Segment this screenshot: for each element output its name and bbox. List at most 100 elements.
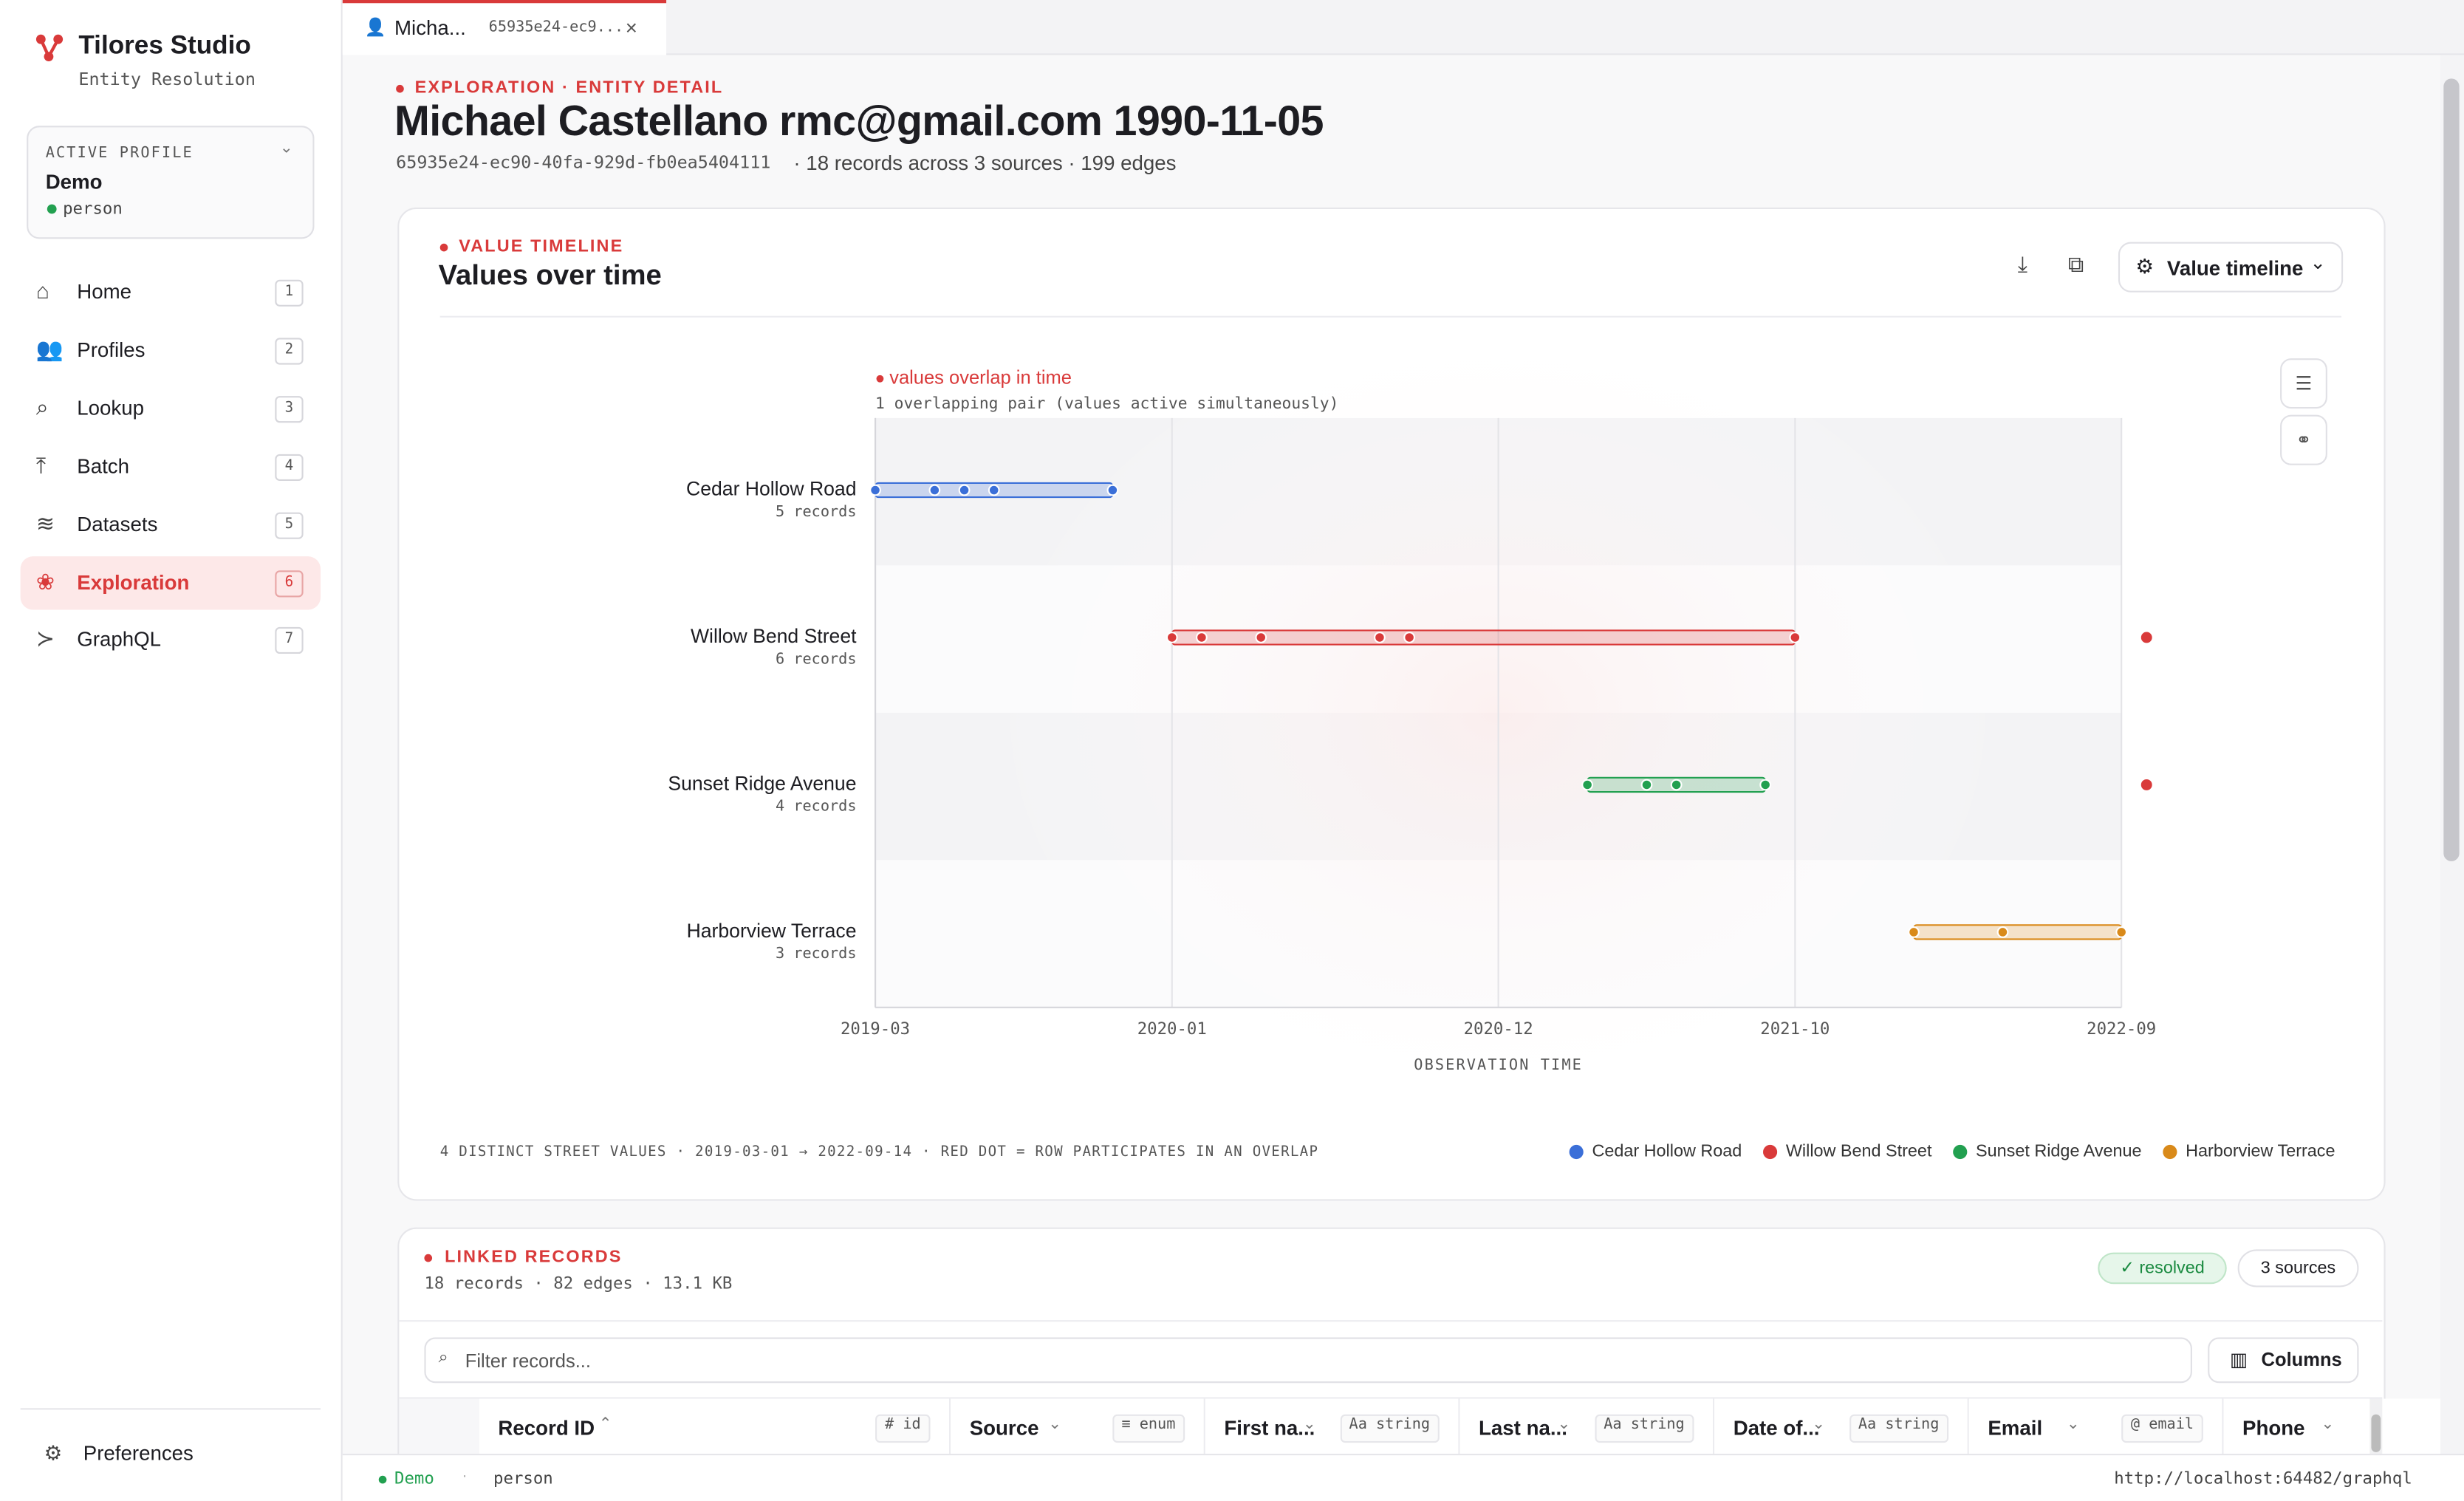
column-header[interactable]: Source ⌄ ≡ enum <box>951 1398 1205 1454</box>
row-sublabel: 6 records <box>776 649 856 667</box>
record-dot <box>1255 632 1267 643</box>
column-header[interactable]: Date of... ⌄ Aa string <box>1714 1398 1969 1454</box>
record-dot <box>928 484 941 496</box>
entity-meta: · 18 records across 3 sources · 199 edge… <box>793 151 1177 175</box>
x-tick-label: 2020-01 <box>1137 1019 1207 1039</box>
prefs-icon: ⚙ <box>44 1440 63 1465</box>
dot <box>439 243 448 252</box>
logo <box>35 34 64 61</box>
nav-key: 6 <box>275 570 304 597</box>
graph-tool[interactable]: ⚭ <box>2280 414 2327 465</box>
dot <box>396 84 404 93</box>
gear: ⚙ <box>2135 254 2155 278</box>
row-sublabel: 5 records <box>776 502 856 520</box>
nav-item[interactable]: ≻ GraphQL 7 <box>21 614 321 667</box>
sidebar: Tilores Studio Entity Resolution ACTIVE … <box>0 0 343 1501</box>
legend-label: Sunset Ridge Avenue <box>1976 1141 2142 1160</box>
overlap-dot <box>876 375 884 383</box>
column-header[interactable]: Last na... ⌄ Aa string <box>1459 1398 1715 1454</box>
record-dot <box>1670 779 1683 791</box>
row-sublabel: 4 records <box>776 797 856 815</box>
thumb <box>2371 1414 2381 1452</box>
column-header[interactable]: Record ID ⌃ # id <box>479 1398 951 1454</box>
nav-key: 2 <box>275 338 304 365</box>
tab[interactable]: 👤 Micha... 65935e24-ec9... × <box>342 0 667 55</box>
column-type: Aa string <box>1339 1414 1440 1443</box>
select-column <box>399 1398 482 1454</box>
nav-key: 7 <box>275 627 304 654</box>
profile-label: ACTIVE PROFILE <box>45 144 194 163</box>
column-name: Record ID <box>498 1415 595 1440</box>
nav-item[interactable]: ⌕ Lookup 3 <box>21 382 321 435</box>
download-button[interactable]: ⤓ <box>2017 251 2027 277</box>
chevron: ⌄ <box>2310 251 2326 274</box>
filter-input[interactable]: ⌕ Filter records... <box>424 1337 2192 1384</box>
row-label: Harborview Terrace <box>687 920 857 942</box>
x-tick-label: 2021-10 <box>1760 1019 1830 1039</box>
nav-label: GraphQL <box>77 627 162 652</box>
overlap-marker <box>2140 779 2152 790</box>
tab-id: 65935e24-ec9... <box>488 18 624 36</box>
profile-card[interactable]: ACTIVE PROFILE ⌄ Demo person <box>27 126 315 239</box>
status-url: http://localhost:64482/graphql <box>2114 1469 2412 1488</box>
sort-icon: ⌄ <box>1812 1415 1825 1434</box>
column-type: Aa string <box>1594 1414 1694 1443</box>
record-dot <box>1759 779 1772 791</box>
copy-button[interactable]: ⧉ <box>2067 251 2084 277</box>
nav-label: Batch <box>77 454 129 478</box>
columns-button[interactable]: ▥ Columns <box>2208 1337 2359 1384</box>
nav-icon: ⌂ <box>35 278 49 304</box>
column-name: First na... <box>1224 1415 1315 1440</box>
scrollbar <box>2440 55 2464 1454</box>
column-header[interactable]: Phone ⌄ <box>2223 1398 2464 1454</box>
record-dot <box>2115 926 2128 938</box>
nav-key: 1 <box>275 279 304 307</box>
divider <box>20 1408 321 1410</box>
column-header[interactable]: Email ⌄ @ email <box>1968 1398 2224 1454</box>
app-title: Tilores Studio <box>78 31 251 60</box>
filter-tool[interactable]: ☰ <box>2280 358 2327 409</box>
nav-item[interactable]: 👥 Profiles 2 <box>21 324 321 377</box>
record-dot <box>1640 779 1653 791</box>
legend-label: Willow Bend Street <box>1786 1141 1932 1160</box>
row-label: Willow Bend Street <box>691 625 857 647</box>
entity-id: 65935e24-ec90-40fa-929d-fb0ea5404111 <box>396 152 771 174</box>
status-dot <box>47 204 57 214</box>
legend-swatch <box>1569 1144 1584 1160</box>
preferences[interactable]: Preferences <box>83 1440 194 1465</box>
filter-placeholder: Filter records... <box>465 1350 591 1372</box>
nav-key: 5 <box>275 511 304 538</box>
legend-swatch <box>1953 1144 1968 1160</box>
tab-icon: 👤 <box>364 18 386 38</box>
column-name: Email <box>1988 1415 2043 1440</box>
record-dot <box>1581 779 1594 791</box>
tab-close[interactable]: × <box>625 16 637 40</box>
divider <box>399 1397 2383 1399</box>
record-dot <box>1374 632 1386 643</box>
columns-icon: ▥ <box>2229 1348 2248 1371</box>
nav-item[interactable]: ⤒ Batch 4 <box>21 440 321 493</box>
view-select[interactable]: ⚙ Value timeline ⌄ <box>2118 242 2344 293</box>
resolved-text: resolved <box>2139 1259 2205 1278</box>
status-type: person <box>493 1469 553 1488</box>
table-scroll <box>2369 1398 2383 1454</box>
record-dot <box>1166 632 1178 643</box>
legend-swatch <box>2163 1144 2177 1160</box>
sort-icon: ⌃ <box>598 1415 612 1434</box>
scroll-thumb[interactable] <box>2443 78 2460 861</box>
nav-item[interactable]: ❀ Exploration 6 <box>20 555 321 609</box>
nav-icon: 👥 <box>35 336 64 362</box>
x-tick-label: 2019-03 <box>841 1019 910 1039</box>
legend-label: Cedar Hollow Road <box>1592 1141 1742 1160</box>
records-eyebrow: LINKED RECORDS <box>445 1248 623 1267</box>
row-sublabel: 3 records <box>776 944 856 962</box>
status-dot <box>378 1475 387 1484</box>
nav-item[interactable]: ≋ Datasets 5 <box>21 498 321 551</box>
nav-item[interactable]: ⌂ Home 1 <box>21 266 321 319</box>
record-dot <box>1996 926 2009 938</box>
column-type: Aa string <box>1849 1414 1949 1443</box>
column-header[interactable]: First na... ⌄ Aa string <box>1205 1398 1460 1454</box>
record-dot <box>988 484 1000 496</box>
view-label: Value timeline <box>2166 256 2304 280</box>
